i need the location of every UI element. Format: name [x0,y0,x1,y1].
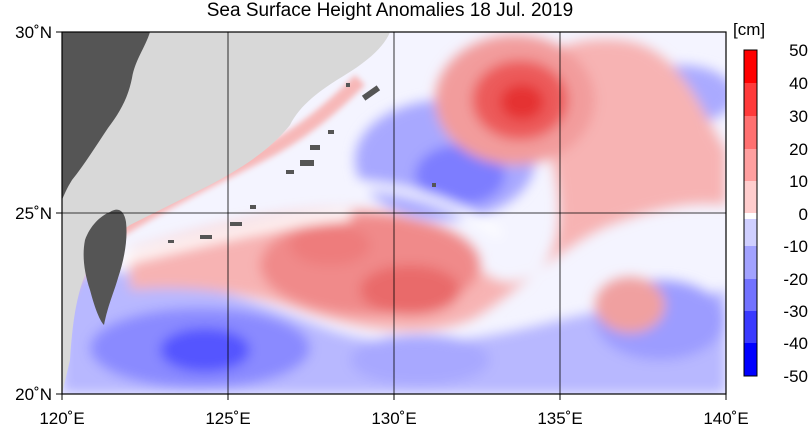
y-tick-25n: 25˚N [15,204,52,223]
y-tick-20n: 20˚N [15,385,52,404]
colorbar-band-50 [744,50,757,83]
colorbar-tick-neg10: -10 [783,237,808,256]
x-tick-135e: 135˚E [537,409,582,428]
colorbar-band-neg50 [744,343,757,376]
colorbar-band-40 [744,83,757,116]
colorbar-tick-20: 20 [789,140,808,159]
colorbar-band-neg20 [744,246,757,279]
colorbar-unit: [cm] [733,20,766,39]
x-tick-125e: 125˚E [205,409,250,428]
colorbar-tick-neg30: -30 [783,302,808,321]
x-tick-120e: 120˚E [39,409,84,428]
plot-area [62,32,726,394]
taiwan-island [83,209,127,325]
colorbar-tick-40: 40 [789,74,808,93]
x-tick-140e: 140˚E [703,409,748,428]
map-title: Sea Surface Height Anomalies 18 Jul. 201… [206,0,574,21]
colorbar-tick-30: 30 [789,107,808,126]
colorbar-frame [743,49,758,377]
colorbar-tick-neg40: -40 [783,334,808,353]
colorbar-band-30 [744,116,757,149]
colorbar-band-10 [744,181,757,213]
colorbar-band-neg40 [744,311,757,343]
no-data-area [62,32,390,394]
colorbar-tick-neg50: -50 [783,367,808,386]
colorbar-band-neg30 [744,279,757,311]
graticule [62,32,726,394]
colorbar-tick-50: 50 [789,41,808,60]
colorbar-band-neg10 [744,219,757,246]
ryukyu-islands [168,83,436,243]
china-coast [62,32,150,200]
colorbar-tick-10: 10 [789,172,808,191]
x-tick-130e: 130˚E [371,409,416,428]
colorbar-tick-0: 0 [799,205,808,224]
colorbar-band-0 [744,213,757,219]
y-tick-30n: 30˚N [15,23,52,42]
tick-marks [56,31,727,400]
colorbar-band-20 [744,149,757,181]
colorbar: 50 40 30 20 10 0 -10 -20 -30 -40 -50 [743,41,808,386]
colorbar-tick-neg20: -20 [783,270,808,289]
